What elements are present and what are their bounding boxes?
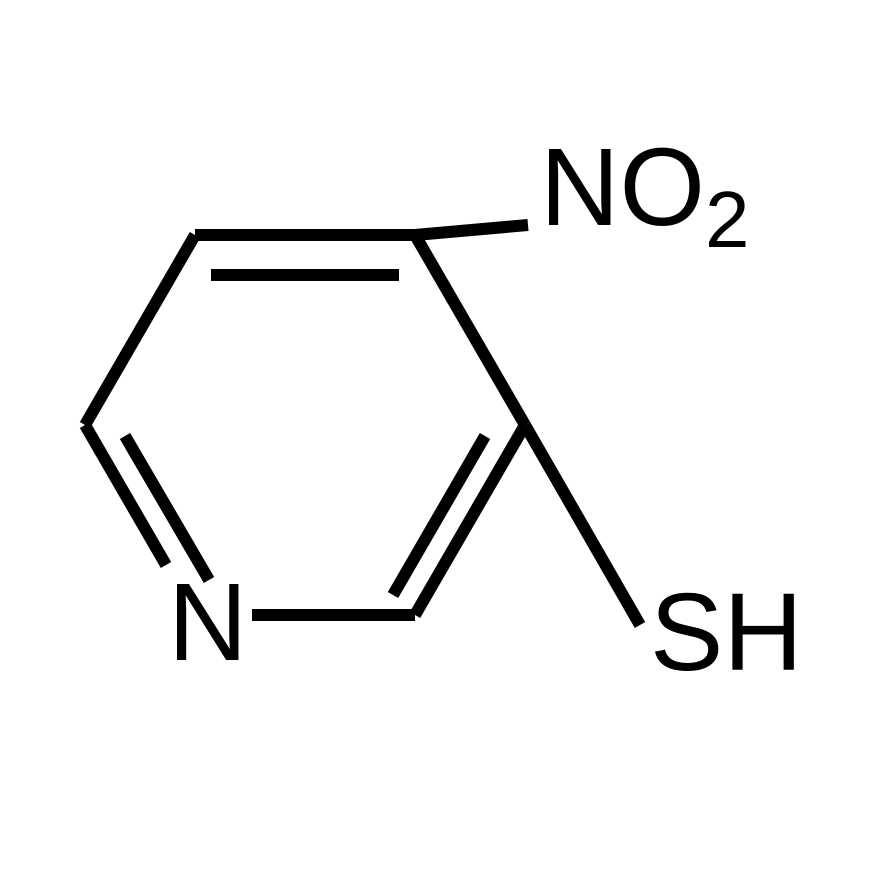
nitrogen-atom-label: N xyxy=(168,561,247,684)
substituent-bond xyxy=(525,425,640,625)
nitro-group-label: NO2 xyxy=(540,126,750,264)
ring-bond xyxy=(415,235,525,425)
thiol-group-label: SH xyxy=(650,571,803,694)
ring-bond xyxy=(85,235,195,425)
chemical-structure-diagram: N SH NO2 xyxy=(0,0,890,890)
substituent-bond xyxy=(415,225,528,235)
